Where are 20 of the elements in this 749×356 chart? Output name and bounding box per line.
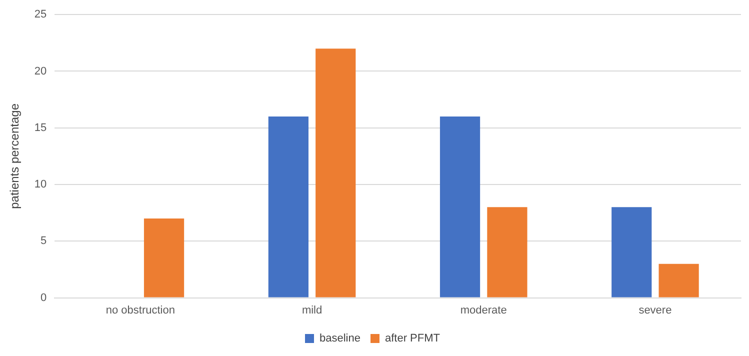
bar xyxy=(268,116,308,298)
x-tick-label: no obstruction xyxy=(106,304,175,316)
x-tick-label: mild xyxy=(302,304,322,316)
bar xyxy=(440,116,480,298)
y-tick-label: 25 xyxy=(34,8,47,21)
y-tick-label: 15 xyxy=(34,122,47,134)
bar xyxy=(144,218,184,298)
y-tick-label: 20 xyxy=(34,65,47,78)
legend-label: after PFMT xyxy=(384,332,440,345)
bar xyxy=(612,207,652,298)
x-tick-label: severe xyxy=(638,304,672,316)
legend-label: baseline xyxy=(320,332,360,345)
y-tick-label: 5 xyxy=(40,235,47,248)
bar xyxy=(316,48,356,298)
y-tick-label: 0 xyxy=(40,292,47,304)
y-tick-label: 10 xyxy=(34,178,47,191)
x-tick-label: moderate xyxy=(460,304,507,316)
bar xyxy=(487,207,528,298)
y-axis-title: patients percentage xyxy=(8,103,22,209)
bar xyxy=(658,264,699,298)
